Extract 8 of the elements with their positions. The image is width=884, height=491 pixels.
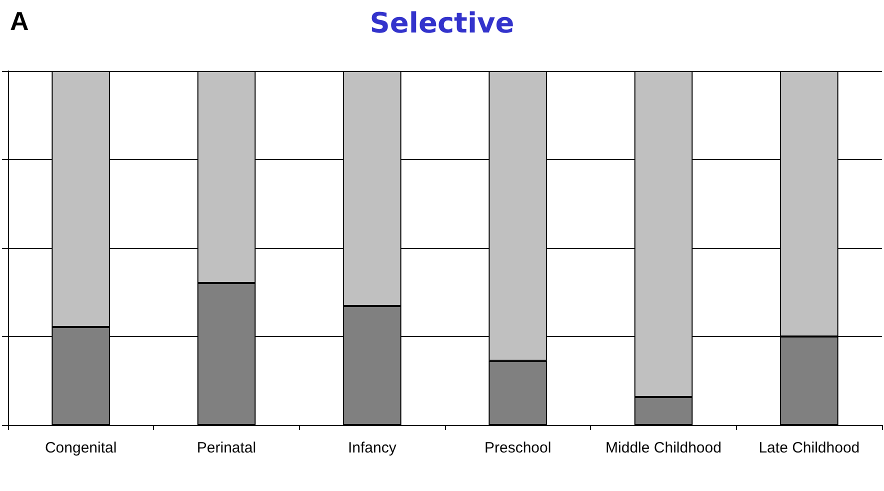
x-tick-label: Congenital xyxy=(44,440,117,456)
chart-title: Selective xyxy=(370,6,514,40)
text: A xyxy=(10,6,29,36)
x-tick-label: Late Childhood xyxy=(758,440,860,456)
x-tick-label: Middle Childhood xyxy=(606,440,722,456)
x-tick-label: Infancy xyxy=(348,440,397,456)
x-tick-label: Preschool xyxy=(484,440,552,456)
x-tick-label: Perinatal xyxy=(196,440,256,456)
